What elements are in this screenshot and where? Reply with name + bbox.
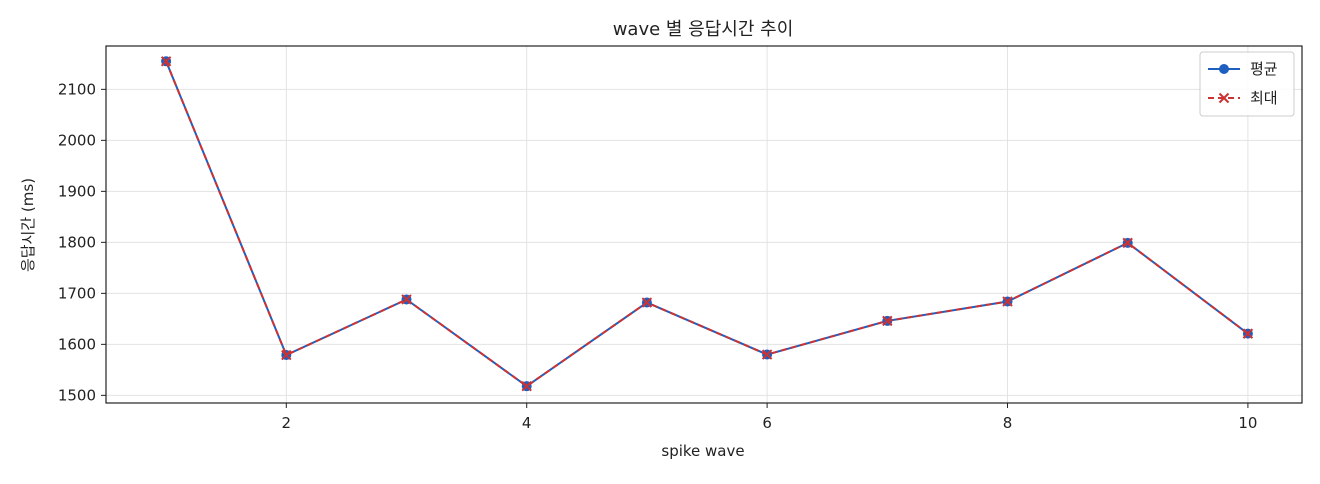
y-tick-label: 2000 — [58, 131, 96, 149]
data-point — [641, 297, 653, 308]
y-tick-label: 1600 — [58, 335, 96, 353]
x-marker-stroke — [761, 349, 773, 360]
x-marker-stroke — [521, 380, 532, 392]
data-point — [761, 349, 773, 360]
legend-marker — [1218, 92, 1230, 104]
y-axis-title: 응답시간 (ms) — [19, 178, 37, 272]
y-tick-label: 2100 — [58, 80, 96, 98]
y-tick-label: 1800 — [58, 233, 96, 251]
x-marker-stroke — [1242, 328, 1254, 339]
series-2 — [160, 56, 1254, 392]
data-point — [521, 380, 532, 392]
data-point — [882, 315, 893, 327]
x-marker-stroke — [882, 315, 893, 327]
series-1 — [161, 56, 1253, 392]
axes: 2 4 6 8 10 1500 1600 1700 1800 1900 2000 2100 — [58, 45, 1303, 432]
x-marker-stroke — [281, 349, 292, 361]
chart-title: wave 별 응답시간 추이 — [613, 19, 794, 40]
x-axis-title: spike wave — [661, 442, 744, 460]
x-marker-stroke — [1002, 296, 1013, 307]
x-tick-label: 10 — [1238, 414, 1257, 432]
legend-item-1: 평균 — [1208, 60, 1278, 78]
legend-label: 평균 — [1250, 60, 1278, 78]
data-point — [160, 56, 172, 67]
legend-marker — [1219, 64, 1229, 74]
legend-item-2: 최대 — [1208, 89, 1278, 107]
data-point — [401, 294, 412, 305]
x-tick-label: 6 — [762, 414, 772, 432]
grid-lines — [106, 46, 1302, 403]
series-line — [165, 60, 1249, 388]
x-marker-stroke — [1218, 92, 1230, 104]
series-lines — [160, 56, 1254, 392]
series-line — [165, 60, 1249, 388]
x-marker-stroke — [641, 297, 653, 308]
data-point — [1122, 237, 1133, 249]
y-tick-label: 1500 — [58, 386, 96, 404]
x-tick-label: 2 — [282, 414, 292, 432]
x-marker-stroke — [1122, 237, 1133, 249]
data-point — [1002, 296, 1013, 307]
x-marker-stroke — [401, 294, 412, 305]
x-tick-label: 8 — [1003, 414, 1013, 432]
legend-box — [1199, 51, 1295, 117]
data-point — [1242, 328, 1254, 339]
x-tick-label: 4 — [522, 414, 532, 432]
x-marker-stroke — [160, 56, 172, 67]
data-point — [281, 349, 292, 361]
plot-frame — [105, 45, 1303, 404]
y-tick-label: 1900 — [58, 182, 96, 200]
legend-label: 최대 — [1250, 89, 1278, 107]
y-tick-label: 1700 — [58, 284, 96, 302]
